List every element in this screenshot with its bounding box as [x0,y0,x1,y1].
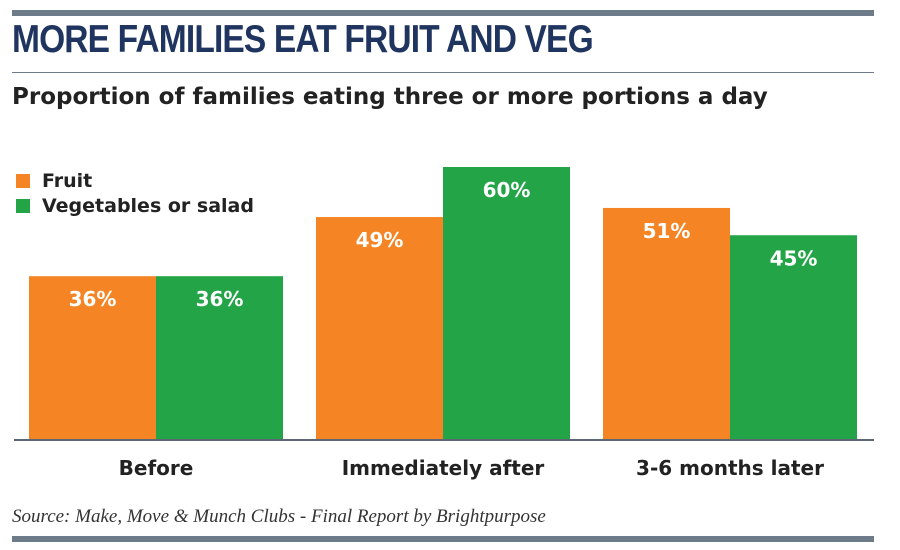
legend-item-vegetables: Vegetables or salad [16,193,254,218]
legend-item-fruit: Fruit [16,168,254,193]
data-label-fruit-before: 36% [69,287,117,311]
category-label-before: Before [119,456,194,480]
legend-label-fruit: Fruit [42,169,93,192]
chart-subtitle: Proportion of families eating three or m… [12,84,768,110]
title-divider [12,72,874,73]
data-label-fruit-3-6-months-later: 51% [643,219,691,243]
chart-title: MORE FAMILIES EAT FRUIT AND VEG [12,18,594,61]
legend-label-vegetables: Vegetables or salad [42,194,254,217]
source-note: Source: Make, Move & Munch Clubs - Final… [12,506,546,527]
data-label-vegetables-or-salad-3-6-months-later: 45% [770,246,818,270]
legend-swatch-vegetables [16,198,30,213]
bar-vegetables-or-salad-immediately-after [443,167,570,440]
bottom-rule [12,536,874,542]
data-label-vegetables-or-salad-immediately-after: 60% [483,178,531,202]
category-label-3-6-months-later: 3-6 months later [636,456,824,480]
data-label-vegetables-or-salad-before: 36% [196,287,244,311]
bar-fruit-immediately-after [316,217,443,440]
legend: Fruit Vegetables or salad [16,168,254,218]
bar-fruit-3-6-months-later [603,207,730,440]
bar-vegetables-or-salad-before [156,276,283,440]
top-rule [12,10,874,16]
bar-fruit-before [29,276,156,440]
data-label-fruit-immediately-after: 49% [356,228,404,252]
category-label-immediately-after: Immediately after [342,456,545,480]
bar-vegetables-or-salad-3-6-months-later [730,235,857,440]
legend-swatch-fruit [16,173,30,188]
